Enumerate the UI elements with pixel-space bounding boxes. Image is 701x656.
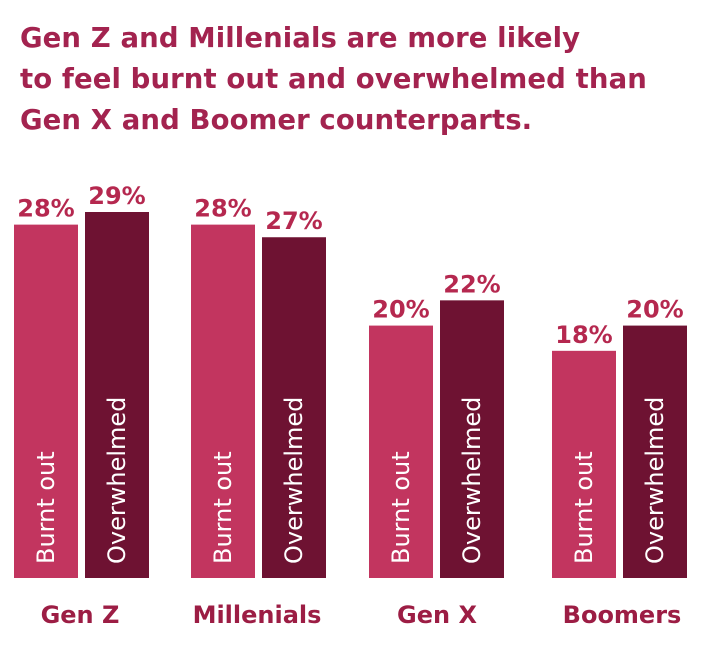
series-label: Overwhelmed bbox=[458, 397, 486, 564]
bar-burnt-out bbox=[369, 325, 433, 578]
series-label: Overwhelmed bbox=[641, 397, 669, 564]
series-label: Overwhelmed bbox=[280, 397, 308, 564]
category-label: Gen X bbox=[397, 601, 477, 629]
bar-overwhelmed bbox=[262, 237, 326, 578]
category-label: Boomers bbox=[563, 601, 682, 629]
category-label: Gen Z bbox=[41, 601, 120, 629]
value-label: 22% bbox=[443, 270, 500, 298]
chart-title-line: Gen X and Boomer counterparts. bbox=[20, 104, 533, 136]
series-label: Burnt out bbox=[32, 451, 60, 564]
series-label: Overwhelmed bbox=[103, 397, 131, 564]
chart-title: Gen Z and Millenials are more likely to … bbox=[20, 18, 660, 141]
value-label: 29% bbox=[88, 182, 145, 210]
value-label: 28% bbox=[194, 195, 251, 223]
series-label: Burnt out bbox=[387, 451, 415, 564]
series-label: Burnt out bbox=[570, 451, 598, 564]
bar-overwhelmed bbox=[440, 300, 504, 578]
value-label: 20% bbox=[372, 296, 429, 324]
chart-title-line: Gen Z and Millenials are more likely bbox=[20, 22, 581, 54]
series-label: Burnt out bbox=[209, 451, 237, 564]
chart-title-line: to feel burnt out and overwhelmed than bbox=[20, 63, 647, 95]
value-label: 28% bbox=[17, 195, 74, 223]
bar-overwhelmed bbox=[85, 212, 149, 578]
bar-burnt-out bbox=[191, 224, 255, 578]
value-label: 18% bbox=[555, 321, 612, 349]
category-label: Millenials bbox=[193, 601, 322, 629]
bar-burnt-out bbox=[14, 224, 78, 578]
bar-overwhelmed bbox=[623, 325, 687, 578]
value-label: 20% bbox=[626, 296, 683, 324]
bar-burnt-out bbox=[552, 350, 616, 578]
value-label: 27% bbox=[265, 207, 322, 235]
